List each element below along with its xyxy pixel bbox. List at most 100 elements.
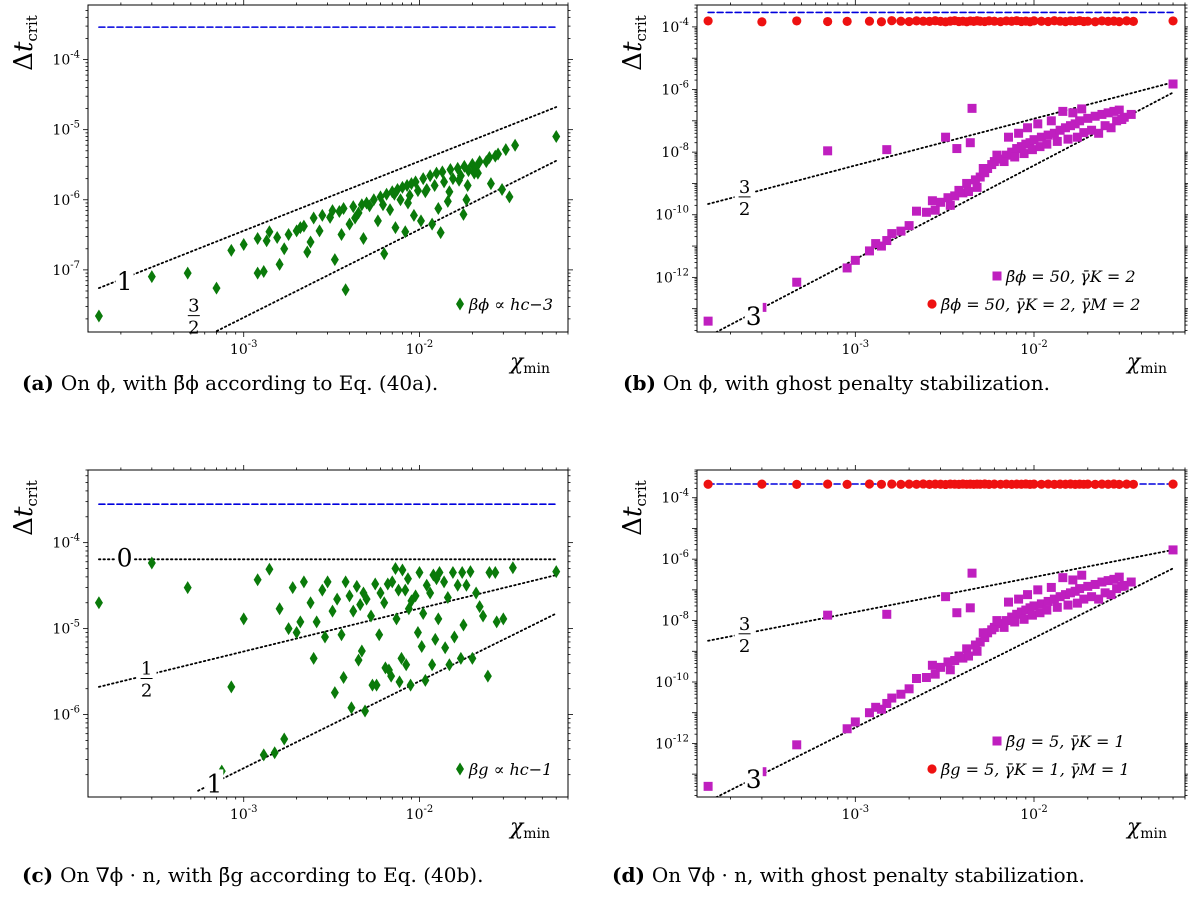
data-point: [1055, 592, 1065, 602]
data-point: [470, 166, 479, 180]
data-point: [409, 208, 418, 222]
data-point: [1083, 16, 1093, 26]
data-point: [978, 164, 988, 173]
data-point: [882, 698, 892, 708]
data-point: [952, 608, 962, 618]
data-point: [952, 144, 962, 154]
data-point: [403, 196, 412, 210]
y-tick-label: 10-10: [655, 672, 689, 691]
data-point: [1094, 594, 1104, 604]
data-point: [419, 172, 428, 186]
figure-caption: (c) On ∇ϕ · n, with β̄g according to Eq.…: [22, 863, 483, 887]
data-point: [1065, 588, 1075, 598]
data-point: [330, 253, 339, 267]
data-point: [448, 172, 457, 186]
data-point: [1126, 109, 1136, 119]
data-point: [1109, 106, 1119, 116]
data-point: [962, 644, 972, 654]
data-point: [499, 612, 508, 626]
slope-reference-line-2: [212, 159, 558, 332]
slope-label-numerator: 3: [739, 614, 750, 635]
data-point: [1029, 479, 1039, 489]
data-point: [842, 16, 852, 26]
y-tick-label: 10-6: [52, 705, 80, 724]
data-point: [941, 132, 951, 142]
data-point: [965, 603, 975, 613]
data-point: [318, 583, 327, 597]
data-point: [253, 266, 262, 280]
y-tick-label: 10-4: [661, 17, 689, 36]
data-point: [1122, 16, 1132, 26]
data-point: [375, 628, 384, 642]
data-point: [380, 596, 389, 610]
data-point: [1168, 479, 1178, 489]
data-point: [483, 669, 492, 683]
data-point: [1033, 119, 1043, 129]
data-point: [1079, 594, 1089, 604]
series-0: [703, 79, 1178, 326]
plot-frame: [696, 469, 1186, 798]
data-point: [309, 211, 318, 225]
data-point: [482, 155, 491, 169]
data-point: [1007, 612, 1017, 622]
data-point: [927, 660, 937, 670]
data-point: [330, 686, 339, 700]
data-point: [459, 207, 468, 221]
data-point: [253, 232, 262, 246]
y-tick-label: 10-7: [52, 260, 80, 279]
data-point: [1029, 135, 1039, 145]
legend-label: βg ∝ hc−1: [468, 760, 552, 779]
data-point: [505, 190, 514, 204]
data-point: [882, 236, 892, 246]
data-point: [552, 129, 561, 143]
data-point: [896, 226, 906, 236]
x-tick-label: 10-3: [842, 339, 870, 358]
data-point: [992, 150, 1002, 160]
data-point: [842, 479, 852, 489]
series-1: [703, 479, 1178, 490]
data-point: [511, 138, 520, 152]
data-point: [1010, 152, 1020, 162]
data-point: [1058, 106, 1068, 116]
data-point: [999, 622, 1009, 632]
data-point: [443, 591, 452, 605]
data-point: [312, 615, 321, 629]
data-point: [349, 200, 358, 214]
data-point: [428, 658, 437, 672]
data-point: [1094, 128, 1104, 138]
series-0: [703, 545, 1178, 791]
data-point: [842, 724, 852, 734]
data-point: [357, 644, 366, 658]
data-point: [419, 606, 428, 620]
slope-label: 3: [746, 302, 762, 331]
slope-label: 0: [117, 543, 133, 572]
data-point: [491, 565, 500, 579]
slope-label-denominator: 2: [141, 681, 152, 702]
data-point: [430, 178, 439, 192]
data-point: [887, 229, 897, 239]
data-point: [792, 16, 802, 26]
data-point: [936, 197, 946, 207]
data-point: [958, 188, 968, 198]
slope-reference-line-3: [197, 612, 558, 792]
data-point: [333, 592, 342, 606]
data-point: [823, 610, 833, 620]
data-point: [864, 708, 874, 718]
data-point: [341, 575, 350, 589]
data-point: [320, 630, 329, 644]
x-axis-label: χmin: [1125, 815, 1167, 842]
y-tick-label: 10-12: [655, 267, 689, 286]
data-point: [275, 602, 284, 616]
data-point: [498, 183, 507, 197]
data-point: [391, 562, 400, 576]
data-point: [1001, 616, 1011, 626]
data-point: [904, 479, 914, 489]
slope-label: 1: [117, 267, 133, 296]
data-point: [292, 626, 301, 640]
data-point: [227, 243, 236, 257]
data-point: [265, 562, 274, 576]
legend-marker: [992, 736, 1002, 746]
data-point: [435, 565, 444, 579]
data-point: [1072, 598, 1082, 608]
